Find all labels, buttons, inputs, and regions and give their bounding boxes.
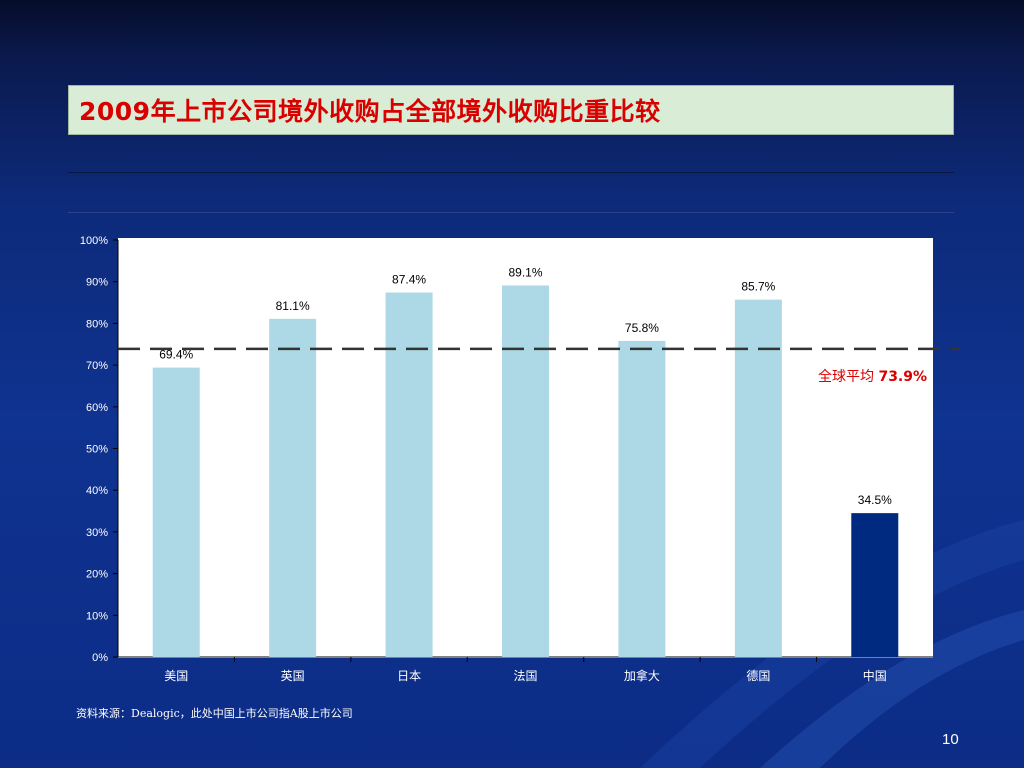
page-number: 10 bbox=[942, 731, 959, 748]
x-category-label: 美国 bbox=[164, 669, 188, 683]
average-label-prefix: 全球平均 bbox=[818, 368, 878, 385]
average-label: 全球平均 73.9% bbox=[818, 368, 927, 385]
bar-value-label: 89.1% bbox=[508, 265, 542, 279]
y-tick-label: 0% bbox=[92, 652, 108, 664]
x-category-label: 加拿大 bbox=[624, 668, 660, 683]
y-tick-label: 60% bbox=[86, 402, 108, 414]
x-category-label: 英国 bbox=[281, 669, 305, 683]
bar-value-label: 81.1% bbox=[276, 299, 310, 313]
y-tick-label: 40% bbox=[86, 485, 108, 497]
y-tick-label: 10% bbox=[86, 610, 108, 622]
bar-value-label: 69.4% bbox=[159, 348, 193, 362]
bar-value-label: 34.5% bbox=[858, 493, 892, 507]
title-banner: 2009年上市公司境外收购占全部境外收购比重比较 bbox=[68, 85, 954, 135]
source-note: 资料来源：Dealogic，此处中国上市公司指A股上市公司 bbox=[76, 707, 353, 720]
x-category-label: 中国 bbox=[863, 668, 887, 683]
average-label-value: 73.9% bbox=[878, 369, 927, 385]
bar-value-label: 87.4% bbox=[392, 273, 426, 287]
y-tick-label: 90% bbox=[86, 277, 108, 289]
bar-value-label: 85.7% bbox=[741, 280, 775, 294]
y-tick-label: 70% bbox=[86, 360, 108, 372]
bar-value-label: 75.8% bbox=[625, 321, 659, 335]
bar bbox=[734, 299, 782, 657]
bar bbox=[269, 318, 317, 657]
y-tick-label: 20% bbox=[86, 569, 108, 581]
y-tick-label: 100% bbox=[80, 235, 108, 247]
bar bbox=[851, 513, 899, 657]
bar bbox=[618, 340, 666, 657]
x-category-label: 德国 bbox=[746, 668, 770, 683]
slide-title: 2009年上市公司境外收购占全部境外收购比重比较 bbox=[79, 97, 661, 126]
bar bbox=[502, 285, 549, 657]
bar bbox=[385, 292, 433, 657]
x-category-label: 日本 bbox=[397, 669, 421, 683]
title-divider-line bbox=[68, 172, 954, 173]
secondary-divider-line bbox=[68, 212, 954, 213]
x-category-label: 法国 bbox=[513, 669, 537, 683]
y-tick-label: 80% bbox=[86, 318, 108, 330]
y-tick-label: 30% bbox=[86, 527, 108, 539]
bar bbox=[152, 367, 200, 657]
y-tick-label: 50% bbox=[86, 444, 108, 456]
